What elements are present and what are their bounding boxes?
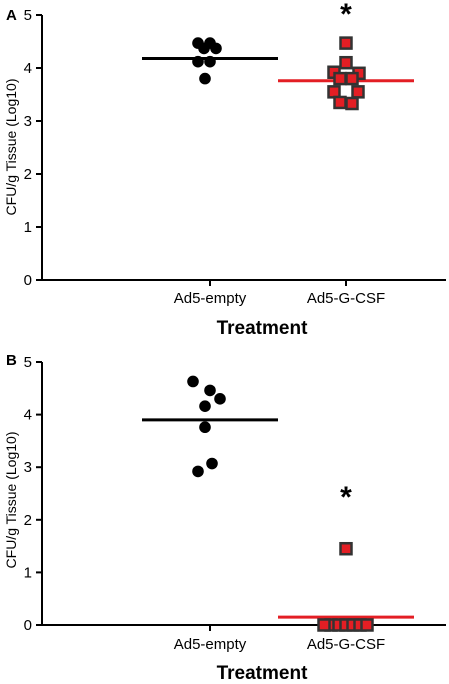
data-point-square [339,541,353,556]
data-point-circle [210,42,222,55]
data-point-square [360,618,374,632]
data-point-square [351,85,365,99]
data-point-circle [199,72,211,85]
panel-b: B 0 1 2 3 4 5 Ad5-empty Ad5-G-CSF * Treatment C… [3,352,446,684]
y-tick-label: 2 [24,512,32,529]
y-tick-label: 3 [24,113,32,130]
y-tick-label: 2 [24,166,32,183]
data-point-circle [204,55,216,68]
x-axis-title: Treatment [217,318,308,339]
data-point-circle [187,375,199,388]
x-tick-label: Ad5-G-CSF [307,636,385,653]
panel-a: A 0 1 2 3 4 5 Ad5-empty Ad5-G-CSF * Treatment C… [3,0,446,339]
plot-marks: * [142,0,414,111]
data-point-circle [214,393,226,405]
data-point-square [333,95,347,110]
data-point-square [345,71,359,86]
y-tick-label: 1 [24,219,32,236]
x-tick-label: Ad5-G-CSF [307,290,385,307]
y-axis-title: CFU/g Tissue (Log10) [3,432,19,569]
data-point-circle [204,384,216,397]
y-tick-label: 4 [24,60,32,77]
y-axis-title: CFU/g Tissue (Log10) [3,79,19,216]
panel-label: A [6,7,17,24]
data-point-circle [192,465,204,478]
y-tick-label: 3 [24,459,32,476]
axes: 0 1 2 3 4 5 Ad5-empty Ad5-G-CSF [24,354,446,653]
panel-label: B [6,352,17,369]
data-point-circle [198,42,210,55]
y-tick-label: 1 [24,564,32,581]
y-tick-label: 0 [24,617,32,634]
data-point-square [345,96,359,111]
y-tick-label: 0 [24,272,32,289]
data-point-square [339,55,353,70]
data-point-circle [192,55,204,68]
data-point-circle [199,400,211,412]
data-point-square [317,618,331,632]
x-tick-label: Ad5-empty [174,636,247,653]
plot-marks: * [142,375,414,632]
data-point-square [339,36,353,50]
x-axis-title: Treatment [217,663,308,684]
y-tick-label: 4 [24,407,32,424]
y-tick-label: 5 [24,354,32,371]
data-point-square [333,71,347,86]
y-tick-label: 5 [24,7,32,24]
significance-asterisk: * [340,481,352,514]
axes: 0 1 2 3 4 5 Ad5-empty Ad5-G-CSF [24,7,446,307]
data-point-circle [199,421,211,434]
significance-asterisk: * [340,0,352,31]
data-point-circle [206,457,218,470]
x-tick-label: Ad5-empty [174,290,247,307]
